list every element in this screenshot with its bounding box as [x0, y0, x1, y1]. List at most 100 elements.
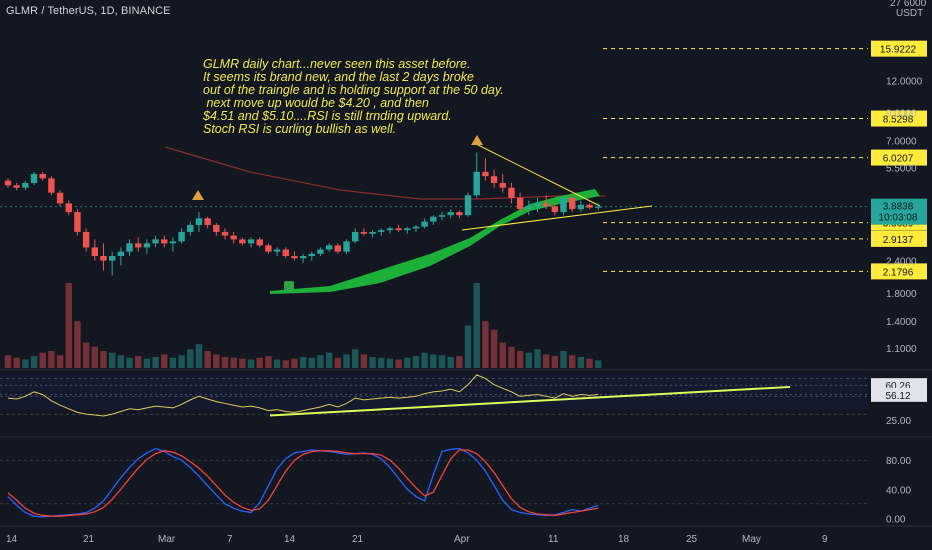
volume-bar: [542, 354, 550, 368]
price-axis-label: 1.4000: [886, 317, 917, 328]
price-axis-label: 5.5000: [886, 164, 917, 175]
candle-body: [360, 231, 368, 234]
level-badge: [871, 149, 927, 166]
volume-bar: [551, 356, 559, 368]
volume-bar: [430, 354, 437, 368]
signals: [192, 135, 483, 291]
candle-body: [135, 243, 142, 248]
rsi-marker-label: 60.26: [885, 381, 910, 392]
candle-body: [100, 256, 107, 261]
volume-bar: [161, 354, 168, 368]
volume-bar: [534, 349, 541, 368]
candle-body: [195, 218, 203, 225]
volume-bar: [352, 349, 359, 368]
candle-body: [4, 180, 12, 186]
volume-bar: [334, 357, 342, 368]
price-axis-label: 1.1000: [886, 344, 917, 355]
axes: 12.0000 9.0000 7.0000 5.5000 2.4000 1.8000 1.4…: [6, 0, 927, 545]
candle-body: [291, 256, 298, 259]
volume-bar: [369, 356, 376, 368]
volume-bar: [308, 357, 315, 368]
candle-body: [343, 241, 350, 252]
currency-label: USDT: [896, 8, 923, 19]
x-axis-label: 25: [686, 534, 698, 545]
annotation-line: It seems its brand new, and the last 2 d…: [203, 70, 474, 84]
level-label: 15.9222: [880, 45, 917, 56]
volume-bar: [317, 355, 324, 368]
candle-body: [161, 239, 168, 244]
rsi-marker-badge: [871, 387, 927, 402]
candle-body: [282, 249, 289, 257]
volume-bar: [117, 355, 125, 368]
level-badge: [871, 263, 927, 280]
candle-body: [378, 230, 385, 232]
candle-body: [456, 212, 463, 216]
grid: [0, 369, 932, 527]
rsi-marker-label: 56.12: [885, 391, 910, 402]
volume-bar: [595, 360, 602, 368]
stoch-axis-label: 80.00: [886, 456, 911, 467]
volume-bar: [108, 352, 116, 368]
candle-body: [39, 173, 46, 179]
x-axis-label: 21: [83, 534, 95, 545]
x-axis-label: 14: [6, 534, 18, 545]
candle-body: [551, 206, 559, 213]
candle-body: [317, 249, 324, 254]
volume-bar: [82, 342, 90, 368]
level-badge: [871, 230, 927, 247]
trendlines[interactable]: [269, 142, 791, 417]
level-label: 2.9137: [883, 235, 914, 246]
volume-bars: [4, 283, 602, 368]
stoch-axis-label: 40.00: [886, 485, 911, 496]
candle-body: [577, 204, 585, 210]
price-levels[interactable]: 15.92228.52986.02073.36892.91372.17963.8…: [0, 40, 927, 280]
candle-body: [126, 243, 133, 252]
candle-body: [213, 224, 220, 232]
candle-body: [508, 187, 515, 198]
volume-bar: [4, 355, 12, 368]
volume-bar: [126, 357, 133, 368]
volume-bar: [473, 283, 480, 368]
annotation-line: next move up would be $4.20 , and then: [203, 96, 429, 110]
x-axis-label: 18: [618, 534, 630, 545]
volume-bar: [569, 355, 576, 368]
rsi-trendline: [269, 385, 791, 417]
candle-body: [239, 239, 246, 244]
volume-bar: [586, 358, 593, 368]
volume-bar: [48, 351, 55, 368]
x-axis-label: Apr: [454, 534, 470, 545]
volume-axis-label: 27 6000: [890, 0, 927, 9]
volume-bar: [412, 356, 420, 368]
volume-bar: [39, 352, 46, 368]
candle-body: [169, 241, 177, 244]
candle-body: [421, 221, 428, 227]
candle-body: [48, 178, 55, 193]
last-price-countdown: 10:03:08: [879, 213, 918, 224]
candle-body: [178, 231, 185, 242]
volume-bar: [30, 356, 38, 368]
volume-bar: [395, 359, 402, 368]
volume-bar: [56, 355, 64, 368]
volume-bar: [464, 325, 472, 368]
volume-bar: [230, 357, 237, 368]
candle-body: [65, 203, 72, 213]
volume-bar: [560, 351, 567, 368]
candle-body: [256, 239, 263, 246]
volume-bar: [247, 359, 255, 368]
volume-bar: [282, 360, 289, 368]
candle-body: [595, 206, 602, 208]
candle-body: [230, 235, 237, 240]
candle-body: [569, 197, 576, 210]
triangle-upper-line: [473, 142, 601, 207]
volume-bar: [386, 358, 394, 368]
candle-body: [404, 228, 411, 231]
candle-body: [438, 215, 446, 217]
annotation-note[interactable]: GLMR daily chart...never seen this asset…: [203, 58, 533, 136]
annotation-line: $4.51 and $5.10....RSI is still trnding …: [203, 109, 452, 123]
volume-bar: [143, 358, 151, 368]
volume-bar: [22, 359, 29, 368]
candle-body: [247, 239, 255, 244]
price-axis-label: 2.4000: [886, 257, 917, 268]
